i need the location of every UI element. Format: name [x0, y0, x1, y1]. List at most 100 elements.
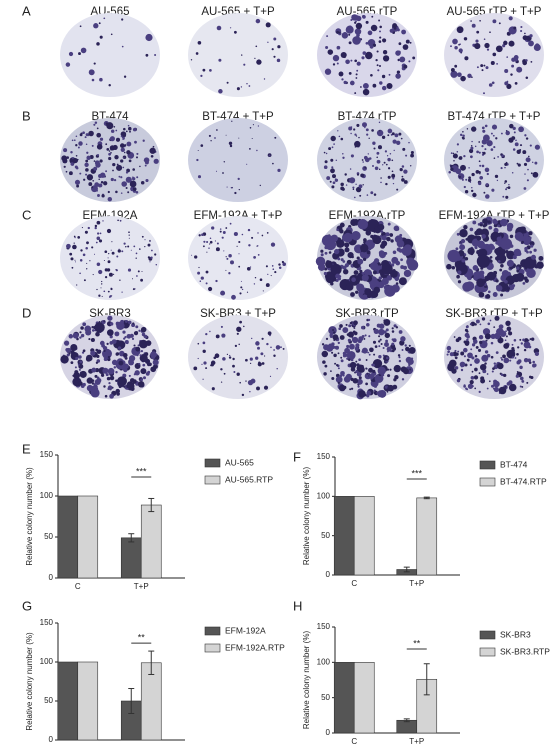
- colony: [383, 285, 389, 290]
- colony: [327, 49, 334, 55]
- colony: [80, 47, 87, 54]
- colony: [63, 165, 66, 168]
- colony: [221, 333, 226, 338]
- colony: [373, 193, 377, 196]
- colony: [274, 271, 277, 274]
- colony: [484, 148, 487, 151]
- colony: [128, 126, 132, 131]
- well-title: SK-BR3 + T+P: [200, 308, 276, 320]
- colony: [261, 234, 264, 237]
- colony: [362, 122, 367, 128]
- colony: [118, 248, 120, 250]
- y-axis-label: Relative colony number (%): [302, 467, 311, 566]
- colony: [108, 382, 111, 385]
- colony: [387, 134, 390, 137]
- colony: [335, 376, 343, 383]
- colony: [260, 352, 264, 356]
- colony: [457, 280, 462, 284]
- colony: [90, 337, 95, 343]
- colony: [210, 364, 212, 367]
- colony: [376, 159, 381, 164]
- colony: [334, 248, 340, 255]
- colony: [230, 260, 234, 265]
- colony: [144, 164, 147, 167]
- colony: [253, 256, 256, 259]
- colony: [490, 355, 494, 359]
- colony: [532, 360, 535, 364]
- colony: [103, 290, 106, 293]
- colony: [456, 274, 460, 279]
- colony: [514, 142, 519, 147]
- colony: [330, 135, 336, 142]
- colony: [520, 29, 523, 33]
- x-tick-label: T+P: [409, 579, 424, 588]
- colony: [154, 53, 157, 57]
- colony: [535, 43, 540, 48]
- colony: [201, 363, 203, 365]
- colony: [474, 358, 480, 364]
- colony: [348, 358, 351, 362]
- colony: [459, 43, 461, 46]
- legend-label: BT-474: [500, 459, 528, 469]
- colony: [71, 266, 74, 269]
- colony: [116, 321, 125, 331]
- colony: [389, 28, 394, 33]
- panel-label: F: [293, 449, 301, 464]
- colony: [328, 343, 333, 349]
- colony: [77, 158, 79, 161]
- legend-swatch: [204, 475, 221, 485]
- colony: [493, 227, 499, 233]
- colony: [91, 186, 94, 189]
- colony: [277, 45, 281, 49]
- colony: [378, 168, 381, 170]
- colony: [371, 363, 375, 367]
- colony: [208, 286, 213, 292]
- well-image: [444, 118, 544, 202]
- colony: [529, 338, 532, 341]
- well-image: [188, 315, 288, 399]
- colony: [336, 62, 339, 65]
- colony: [370, 73, 373, 77]
- colony: [382, 55, 390, 62]
- colony: [339, 240, 345, 246]
- colony: [99, 159, 103, 163]
- colony: [77, 146, 80, 149]
- colony: [479, 248, 488, 258]
- colony: [470, 155, 473, 159]
- colony: [377, 366, 386, 375]
- colony: [331, 146, 334, 149]
- colony: [257, 346, 260, 350]
- colony: [245, 380, 247, 382]
- colony: [383, 330, 387, 334]
- colony: [519, 376, 524, 381]
- colony: [140, 368, 147, 375]
- colony: [72, 244, 77, 250]
- colony: [109, 393, 114, 399]
- colony: [128, 320, 132, 325]
- colony: [484, 42, 490, 49]
- colony: [281, 260, 285, 264]
- colony: [223, 372, 226, 375]
- colony: [139, 354, 148, 363]
- colony: [484, 362, 487, 365]
- colony: [446, 263, 452, 270]
- error-bar: [403, 566, 410, 573]
- colony: [493, 326, 496, 328]
- colony: [105, 373, 109, 377]
- well-image: [188, 216, 288, 300]
- bar: [353, 662, 375, 734]
- colony: [475, 170, 480, 174]
- colony: [487, 322, 491, 326]
- colony: [321, 343, 325, 346]
- colony: [92, 179, 95, 182]
- colony: [376, 391, 379, 394]
- colony: [216, 129, 218, 131]
- colony: [365, 382, 368, 386]
- colony: [140, 181, 145, 185]
- colony: [492, 292, 498, 297]
- colony: [470, 189, 474, 193]
- colony: [123, 75, 127, 78]
- colony: [524, 134, 527, 137]
- colony: [100, 283, 103, 285]
